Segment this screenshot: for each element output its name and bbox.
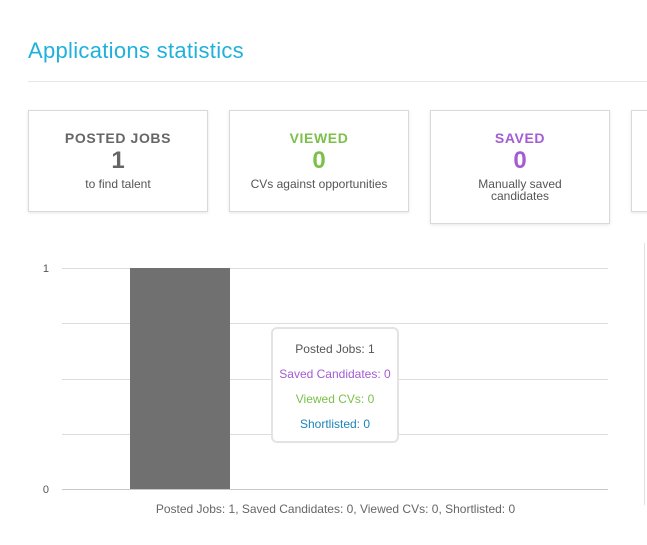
- tooltip-viewed-cvs: Viewed CVs: 0: [295, 392, 375, 406]
- tooltip-posted-jobs: Posted Jobs: 1: [295, 342, 375, 356]
- card-label: SAVED: [494, 130, 546, 146]
- card-description: to find talent: [85, 177, 151, 191]
- bar-posted-jobs: [130, 268, 230, 489]
- card-value: 0: [312, 147, 326, 174]
- y-tick-label: 1: [43, 263, 49, 275]
- stat-card-posted-jobs: POSTED JOBS 1 to find talent: [28, 110, 208, 212]
- card-label: VIEWED: [289, 130, 349, 146]
- card-value: 0: [513, 147, 527, 174]
- card-value: 1: [111, 147, 125, 174]
- page-title: Applications statistics: [28, 38, 244, 63]
- card-label: POSTED JOBS: [64, 130, 172, 146]
- card-description: Manually saved candidates: [478, 177, 562, 203]
- title-divider: [28, 81, 647, 82]
- y-tick-label: 0: [43, 484, 49, 496]
- stat-card-viewed: VIEWED 0 CVs against opportunities: [229, 110, 409, 212]
- chart-caption: Posted Jobs: 1, Saved Candidates: 0, Vie…: [155, 502, 516, 516]
- card-description: CVs against opportunities: [250, 177, 388, 191]
- stat-card-partial: [631, 110, 647, 212]
- tooltip-shortlisted: Shortlisted: 0: [299, 417, 371, 431]
- panel-divider: [644, 243, 645, 505]
- chart-tooltip: Posted Jobs: 1 Saved Candidates: 0 Viewe…: [271, 327, 399, 443]
- tooltip-saved-candidates: Saved Candidates: 0: [279, 367, 391, 381]
- stat-card-saved: SAVED 0 Manually saved candidates: [430, 110, 610, 224]
